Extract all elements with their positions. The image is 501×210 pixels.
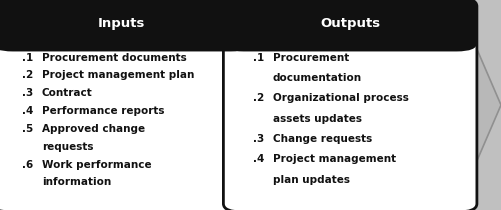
Text: Project management: Project management	[272, 155, 395, 164]
Text: Procurement documents: Procurement documents	[42, 52, 186, 63]
Text: Project management plan: Project management plan	[42, 70, 194, 80]
Text: Procurement: Procurement	[272, 52, 348, 63]
Text: Approved change: Approved change	[42, 124, 144, 134]
Text: Contract: Contract	[42, 88, 92, 98]
Bar	[13, 23, 230, 43]
Text: .3: .3	[252, 134, 263, 144]
Text: documentation: documentation	[272, 73, 361, 83]
Text: Performance reports: Performance reports	[42, 106, 164, 116]
Text: .1: .1	[252, 52, 263, 63]
Text: .3: .3	[22, 88, 33, 98]
FancyBboxPatch shape	[0, 0, 250, 210]
Text: .4: .4	[22, 106, 33, 116]
Text: .5: .5	[22, 124, 33, 134]
FancyBboxPatch shape	[223, 0, 476, 210]
Text: .6: .6	[22, 160, 33, 170]
Text: Outputs: Outputs	[320, 17, 379, 30]
Text: assets updates: assets updates	[272, 114, 361, 124]
Text: Organizational process: Organizational process	[272, 93, 408, 103]
Text: information: information	[42, 177, 111, 188]
Text: .2: .2	[22, 70, 33, 80]
Text: .4: .4	[252, 155, 264, 164]
Bar	[243, 23, 456, 43]
Text: requests: requests	[42, 142, 93, 152]
Text: .1: .1	[22, 52, 33, 63]
FancyBboxPatch shape	[0, 0, 250, 51]
Text: Work performance: Work performance	[42, 160, 151, 170]
Text: Inputs: Inputs	[98, 17, 145, 30]
Text: Change requests: Change requests	[272, 134, 371, 144]
Text: plan updates: plan updates	[272, 175, 349, 185]
Polygon shape	[5, 8, 500, 202]
Text: .2: .2	[252, 93, 263, 103]
FancyBboxPatch shape	[223, 0, 476, 51]
